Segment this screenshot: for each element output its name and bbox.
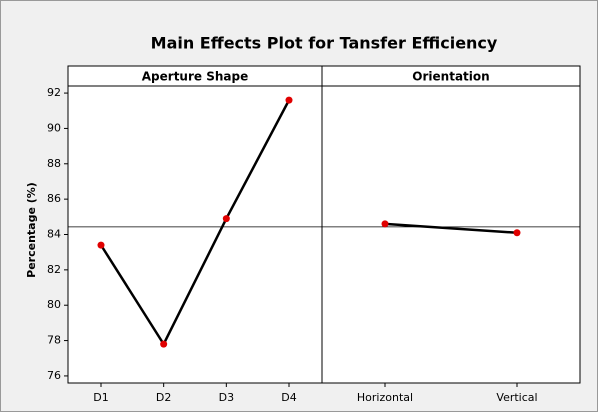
panel-title: Aperture Shape — [142, 70, 248, 84]
y-tick-label: 84 — [47, 228, 61, 241]
point — [97, 241, 105, 249]
y-tick-label: 76 — [47, 369, 61, 382]
point — [285, 96, 293, 104]
effect-line — [384, 222, 518, 234]
effect-line — [99, 99, 291, 347]
x-tick-label: D4 — [281, 391, 296, 404]
point — [381, 220, 389, 228]
x-tick-label: D3 — [219, 391, 234, 404]
y-tick-label: 86 — [47, 192, 61, 205]
y-tick-label: 78 — [47, 334, 61, 347]
x-tick-label: D2 — [156, 391, 171, 404]
panel-title: Orientation — [412, 70, 489, 84]
point — [222, 215, 230, 223]
y-tick-label: 88 — [47, 157, 61, 170]
y-tick-label: 80 — [47, 298, 61, 311]
x-tick-label: D1 — [93, 391, 108, 404]
y-axis-label: Percentage (%) — [25, 182, 38, 278]
chart-title: Main Effects Plot for Tansfer Efficiency — [151, 34, 498, 53]
plot-area — [67, 65, 581, 384]
point — [513, 229, 521, 237]
x-tick-label: Vertical — [496, 391, 537, 404]
point — [160, 340, 168, 348]
y-tick-label: 92 — [47, 86, 61, 99]
y-tick-label: 82 — [47, 263, 61, 276]
y-tick-label: 90 — [47, 121, 61, 134]
x-tick-label: Horizontal — [357, 391, 413, 404]
